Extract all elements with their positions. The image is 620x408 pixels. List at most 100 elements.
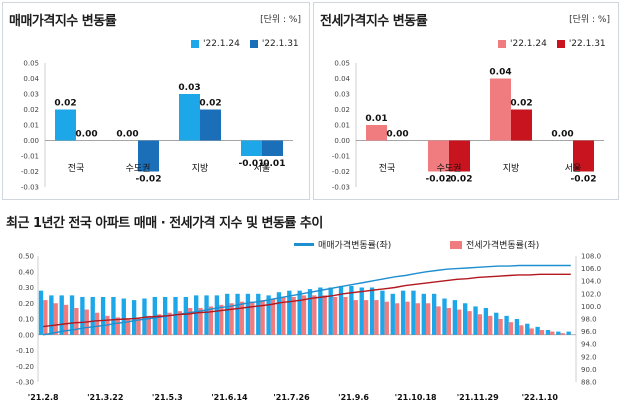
y-tick-label: 0.00 [334, 137, 350, 145]
rent-change-bar [509, 322, 513, 335]
data-label: 0.03 [178, 83, 200, 93]
sale-change-bar-chart: 0.050.040.030.020.010.00-0.01-0.02-0.030… [3, 3, 309, 199]
legend-label-rent: 전세가격변동률(좌) [466, 238, 539, 251]
rent-change-bar [291, 297, 295, 335]
sale-change-bar [484, 308, 488, 335]
rent-change-bar [457, 310, 461, 335]
rent-change-bar [498, 319, 502, 335]
legend-swatch-curr [250, 40, 258, 48]
x-tick-label: '21.11.29 [457, 393, 499, 402]
sale-change-bar [246, 294, 250, 335]
annual-trend-panel: 최근 1년간 전국 아파트 매매 · 전세가격 지수 및 변동률 추이 매매가격… [2, 206, 617, 404]
sale-change-bar [535, 327, 539, 335]
data-label: -0.02 [136, 175, 162, 185]
rent-change-bar [395, 303, 399, 335]
sale-change-unit: [단위 : %] [260, 12, 301, 25]
data-label: 0.00 [386, 130, 408, 140]
annual-trend-combo-chart: 0.500.400.300.200.100.00-0.10-0.20-0.301… [2, 206, 617, 404]
sale-change-bar [463, 303, 467, 335]
y-tick-label: 0.04 [23, 75, 39, 83]
sale-change-panel: 매매가격지수 변동률 [단위 : %] '22.1.24 '22.1.31 0.… [2, 2, 310, 200]
y-tick-label: 0.04 [334, 75, 350, 83]
category-label: 서울 [565, 163, 582, 174]
rent-change-bar [74, 308, 78, 335]
rent-change-bar [240, 302, 244, 335]
y-tick-label: 0.00 [23, 137, 39, 145]
rent-change-bar [560, 333, 564, 335]
y-tick-label: -0.02 [332, 168, 350, 176]
bar [490, 79, 511, 141]
sale-change-bar [525, 324, 529, 335]
y-tick-label: 0.03 [23, 91, 39, 99]
sale-change-bar [122, 299, 126, 335]
rent-change-panel: 전세가격지수 변동률 [단위 : %] '22.1.24 '22.1.31 0.… [313, 2, 619, 200]
y-tick-label: -0.01 [332, 153, 350, 161]
legend-label-curr: '22.1.31 [262, 39, 299, 49]
annual-trend-title: 최근 1년간 전국 아파트 매매 · 전세가격 지수 및 변동률 추이 [6, 212, 323, 231]
sale-change-bar [39, 291, 43, 335]
sale-change-bar [432, 294, 436, 335]
bar [179, 94, 200, 141]
data-label: 0.02 [510, 99, 532, 109]
rent-legend: '22.1.24 '22.1.31 [498, 39, 606, 49]
sale-change-bar [308, 289, 312, 335]
sale-change-bar [556, 332, 560, 335]
y-left-tick-label: 0.10 [18, 316, 34, 324]
y-right-tick-label: 100.0 [581, 303, 601, 311]
y-right-tick-label: 92.0 [581, 353, 597, 361]
sale-change-bar [287, 291, 291, 335]
legend-swatch-curr [557, 40, 565, 48]
legend-label-prev: '22.1.24 [203, 39, 240, 49]
rent-change-bar-chart: 0.050.040.030.020.010.00-0.01-0.02-0.030… [314, 3, 618, 199]
sale-change-bar [318, 288, 322, 335]
category-label: 서울 [254, 163, 271, 174]
y-left-tick-label: 0.20 [18, 300, 34, 308]
x-tick-label: '21.10.18 [395, 393, 437, 402]
legend-line-sale [294, 243, 314, 246]
sale-change-bar [546, 330, 550, 335]
bar [262, 141, 283, 157]
sale-change-bar [329, 288, 333, 335]
trend-legend-sale: 매매가격변동률(좌) [294, 238, 391, 251]
sale-change-bar [442, 299, 446, 335]
y-left-tick-label: 0.50 [18, 253, 34, 261]
data-label: 0.00 [75, 130, 97, 140]
sale-change-bar [132, 300, 136, 335]
sale-change-bar [380, 291, 384, 335]
sale-change-bar [204, 295, 208, 334]
rent-change-bar [385, 302, 389, 335]
y-tick-label: 0.01 [23, 122, 39, 130]
y-tick-label: 0.02 [23, 106, 39, 114]
rent-change-bar [354, 300, 358, 335]
bar [366, 125, 387, 141]
sale-change-bar [266, 295, 270, 334]
sale-change-bar [91, 297, 95, 335]
rent-change-bar [478, 314, 482, 334]
sale-change-bar [494, 313, 498, 335]
data-label: 0.02 [54, 99, 76, 109]
x-tick-label: '21.2.8 [28, 393, 59, 402]
data-label: -0.02 [447, 175, 473, 185]
sale-change-bar [173, 297, 177, 335]
category-label: 지방 [503, 163, 520, 174]
sale-change-bar [473, 306, 477, 334]
sale-change-bar [370, 288, 374, 335]
x-tick-label: '21.5.3 [152, 393, 183, 402]
sale-change-bar [504, 316, 508, 335]
rent-change-bar [447, 308, 451, 335]
legend-swatch-rent [450, 241, 462, 249]
category-label: 수도권 [126, 162, 151, 174]
x-tick-label: '21.6.14 [211, 393, 248, 402]
sale-change-bar [101, 297, 105, 335]
y-left-tick-label: -0.30 [16, 379, 34, 387]
category-label: 지방 [192, 163, 209, 174]
rent-change-bar [426, 303, 430, 335]
rent-change-bar [219, 305, 223, 335]
y-tick-label: -0.03 [332, 184, 350, 192]
sale-change-bar [401, 291, 405, 335]
sale-change-bar [184, 297, 188, 335]
sale-change-bar [360, 288, 364, 335]
x-tick-label: '21.7.26 [273, 393, 310, 402]
rent-change-bar [302, 295, 306, 334]
rent-change-bar [312, 295, 316, 334]
